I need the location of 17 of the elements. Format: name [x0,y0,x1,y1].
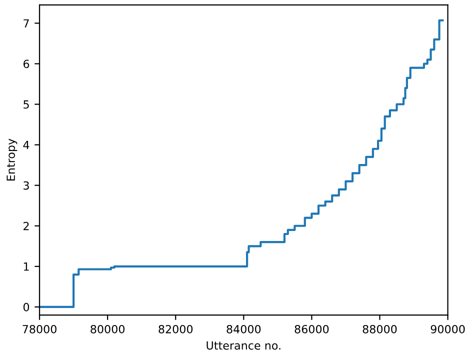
y-tick-label: 3 [24,181,29,190]
x-tick-label: 88000 [362,324,397,334]
y-tick-label: 5 [24,100,29,109]
x-tick-label: 80000 [90,324,125,334]
x-tick-label: 82000 [158,324,193,334]
x-tick-label: 84000 [226,324,261,334]
y-axis-title: Entropy [6,138,18,180]
y-tick-label: 0 [23,302,30,312]
x-tick-label: 78000 [22,324,56,334]
y-tick-label: 7 [24,19,29,28]
y-tick-label: 4 [23,140,30,150]
y-tick-label: 2 [24,222,29,230]
y-tick-label: 6 [24,60,30,68]
x-axis-title: Utterance no. [206,341,280,350]
y-tick-label: 1 [24,262,29,271]
x-tick-label: 90000 [430,324,465,334]
x-tick-label: 86000 [294,324,329,334]
